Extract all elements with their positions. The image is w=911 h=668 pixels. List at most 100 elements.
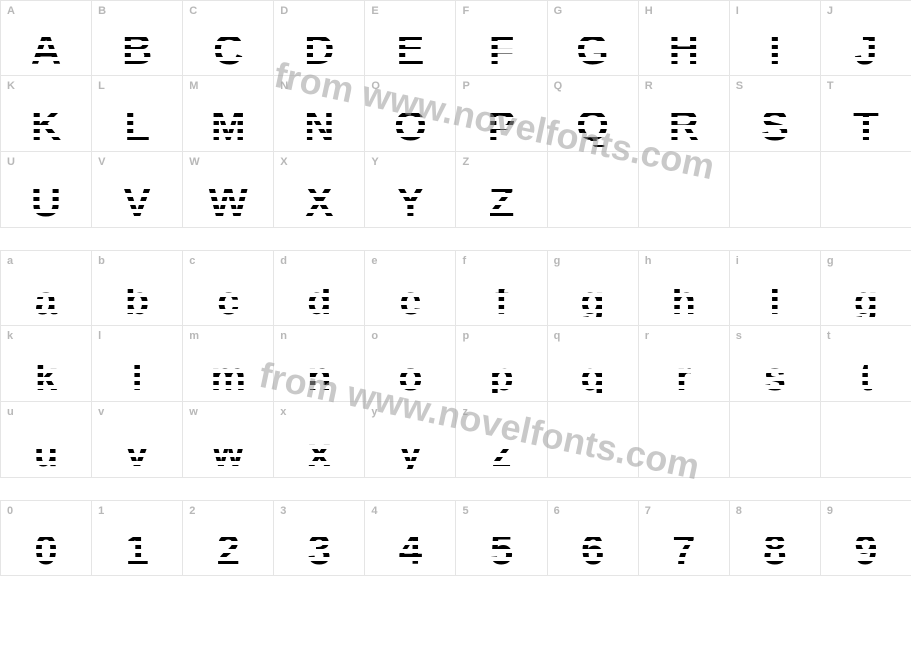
glyph-cell: il [730, 250, 821, 326]
glyph-display: B [92, 29, 182, 71]
glyph-key-label: r [645, 330, 649, 342]
glyph-key-label: Y [371, 156, 378, 168]
glyph-display: 4 [365, 529, 455, 571]
glyph-key-label: f [462, 255, 466, 267]
glyph-display: W [183, 181, 273, 223]
glyph-cell: 11 [92, 500, 183, 576]
glyph-cell: EE [365, 0, 456, 76]
glyph-cell: WW [183, 152, 274, 228]
glyph-display: Z [456, 181, 546, 223]
glyph-key-label: s [736, 330, 742, 342]
glyph-key-label: M [189, 80, 198, 92]
glyph-key-label: H [645, 5, 653, 17]
glyph-display: N [274, 105, 364, 147]
glyph-key-label: h [645, 255, 652, 267]
glyph-display: S [730, 105, 820, 147]
glyph-key-label: b [98, 255, 105, 267]
glyph-key-label: n [280, 330, 287, 342]
glyph-cell: tt [821, 326, 911, 402]
glyph-key-label: d [280, 255, 287, 267]
glyph-key-label: S [736, 80, 743, 92]
glyph-cell: uu [1, 402, 92, 478]
glyph-key-label: Q [554, 80, 563, 92]
glyph-display: l [92, 357, 182, 397]
glyph-cell: QQ [548, 76, 639, 152]
glyph-cell: yy [365, 402, 456, 478]
glyph-key-label: o [371, 330, 378, 342]
glyph-cell: 22 [183, 500, 274, 576]
glyph-key-label: c [189, 255, 195, 267]
glyph-cell: ZZ [456, 152, 547, 228]
glyph-grid-lowercase: aabbccddeeffgghhilggkkllmmnnooppqqrrsstt… [0, 250, 911, 478]
glyph-key-label: K [7, 80, 15, 92]
glyph-display: 5 [456, 529, 546, 571]
glyph-key-label: k [7, 330, 13, 342]
glyph-display: v [92, 433, 182, 473]
glyph-key-label: F [462, 5, 469, 17]
glyph-cell: 44 [365, 500, 456, 576]
glyph-cell: kk [1, 326, 92, 402]
glyph-cell-empty [548, 402, 639, 478]
glyph-cell: SS [730, 76, 821, 152]
glyph-key-label: q [554, 330, 561, 342]
glyph-display: t [821, 357, 911, 397]
glyph-display: h [639, 281, 729, 321]
glyph-display: x [274, 433, 364, 473]
glyph-key-label: i [736, 255, 739, 267]
glyph-cell: 33 [274, 500, 365, 576]
glyph-cell-empty [730, 152, 821, 228]
glyph-cell: JJ [821, 0, 911, 76]
group-spacer [0, 478, 911, 500]
glyph-key-label: l [98, 330, 101, 342]
glyph-cell: 55 [456, 500, 547, 576]
glyph-key-label: m [189, 330, 199, 342]
glyph-display: g [548, 281, 638, 321]
glyph-cell: AA [1, 0, 92, 76]
glyph-display: r [639, 357, 729, 397]
glyph-key-label: z [462, 406, 468, 418]
glyph-display: 8 [730, 529, 820, 571]
glyph-display: G [548, 29, 638, 71]
glyph-key-label: 7 [645, 505, 651, 517]
glyph-cell: cc [183, 250, 274, 326]
glyph-display: p [456, 357, 546, 397]
glyph-display: s [730, 357, 820, 397]
glyph-cell: NN [274, 76, 365, 152]
glyph-cell: 77 [639, 500, 730, 576]
glyph-display: A [1, 29, 91, 71]
glyph-display: b [92, 281, 182, 321]
glyph-cell: aa [1, 250, 92, 326]
glyph-cell: FF [456, 0, 547, 76]
glyph-cell: UU [1, 152, 92, 228]
glyph-cell: ll [92, 326, 183, 402]
glyph-cell: 99 [821, 500, 911, 576]
glyph-cell: KK [1, 76, 92, 152]
glyph-key-label: 0 [7, 505, 13, 517]
glyph-cell-empty [548, 152, 639, 228]
glyph-grid-digits: 00112233445566778899 [0, 500, 911, 576]
glyph-key-label: W [189, 156, 200, 168]
glyph-cell: gg [548, 250, 639, 326]
glyph-cell: ww [183, 402, 274, 478]
glyph-key-label: R [645, 80, 653, 92]
glyph-key-label: u [7, 406, 14, 418]
glyph-cell: 00 [1, 500, 92, 576]
glyph-key-label: a [7, 255, 13, 267]
glyph-cell: BB [92, 0, 183, 76]
glyph-key-label: X [280, 156, 287, 168]
glyph-cell-empty [821, 152, 911, 228]
glyph-key-label: 6 [554, 505, 560, 517]
glyph-display: U [1, 181, 91, 223]
glyph-key-label: 9 [827, 505, 833, 517]
glyph-cell: OO [365, 76, 456, 152]
glyph-display: 9 [821, 529, 911, 571]
glyph-display: Q [548, 105, 638, 147]
glyph-display: a [1, 281, 91, 321]
glyph-key-label: p [462, 330, 469, 342]
glyph-display: J [821, 29, 911, 71]
glyph-cell: HH [639, 0, 730, 76]
glyph-key-label: E [371, 5, 378, 17]
glyph-display: f [456, 281, 546, 321]
glyph-key-label: x [280, 406, 286, 418]
glyph-display: y [365, 433, 455, 473]
